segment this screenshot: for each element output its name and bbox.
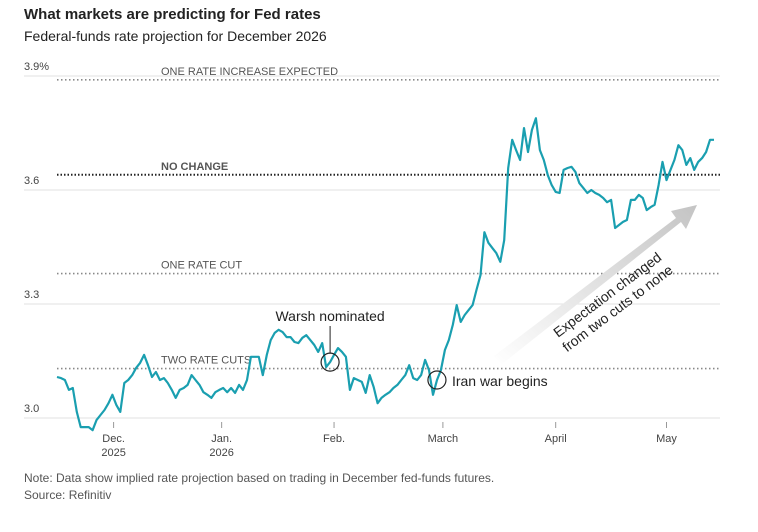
y-tick-label: 3.9% bbox=[24, 61, 49, 73]
plot: Warsh nominated Iran war begins bbox=[56, 117, 714, 432]
x-tick-label: May bbox=[656, 433, 677, 445]
x-tick-label: Jan. bbox=[211, 433, 232, 445]
annotation: Warsh nominated bbox=[275, 308, 384, 324]
x-tick-label: 2026 bbox=[209, 447, 233, 459]
chart-title: What markets are predicting for Fed rate… bbox=[24, 6, 321, 23]
y-tick-label: 3.3 bbox=[24, 289, 39, 301]
x-tick-label: March bbox=[428, 433, 459, 445]
grid: 3.0 3.3 3.6 3.9% ONE RATE INCREASE EXPECTED N… bbox=[24, 61, 720, 459]
x-tick-label: Dec. bbox=[102, 433, 125, 445]
reference-label: TWO RATE CUTS bbox=[161, 355, 251, 367]
trend-arrow bbox=[494, 205, 697, 364]
x-tick-label: Feb. bbox=[323, 433, 345, 445]
source: Source: Refinitiv bbox=[24, 488, 111, 502]
annotation-circle bbox=[427, 370, 447, 390]
annotation: Iran war begins bbox=[452, 373, 548, 389]
reference-label: NO CHANGE bbox=[161, 161, 228, 173]
chart-subtitle: Federal-funds rate projection for Decemb… bbox=[24, 28, 327, 44]
x-tick-label: April bbox=[545, 433, 567, 445]
x-tick-label: 2025 bbox=[101, 447, 125, 459]
y-tick-label: 3.6 bbox=[24, 175, 39, 187]
y-tick-label: 3.0 bbox=[24, 403, 39, 415]
reference-label: ONE RATE CUT bbox=[161, 260, 242, 272]
rate-line bbox=[56, 117, 714, 432]
note: Note: Data show implied rate projection … bbox=[24, 471, 494, 485]
reference-label: ONE RATE INCREASE EXPECTED bbox=[161, 66, 338, 78]
